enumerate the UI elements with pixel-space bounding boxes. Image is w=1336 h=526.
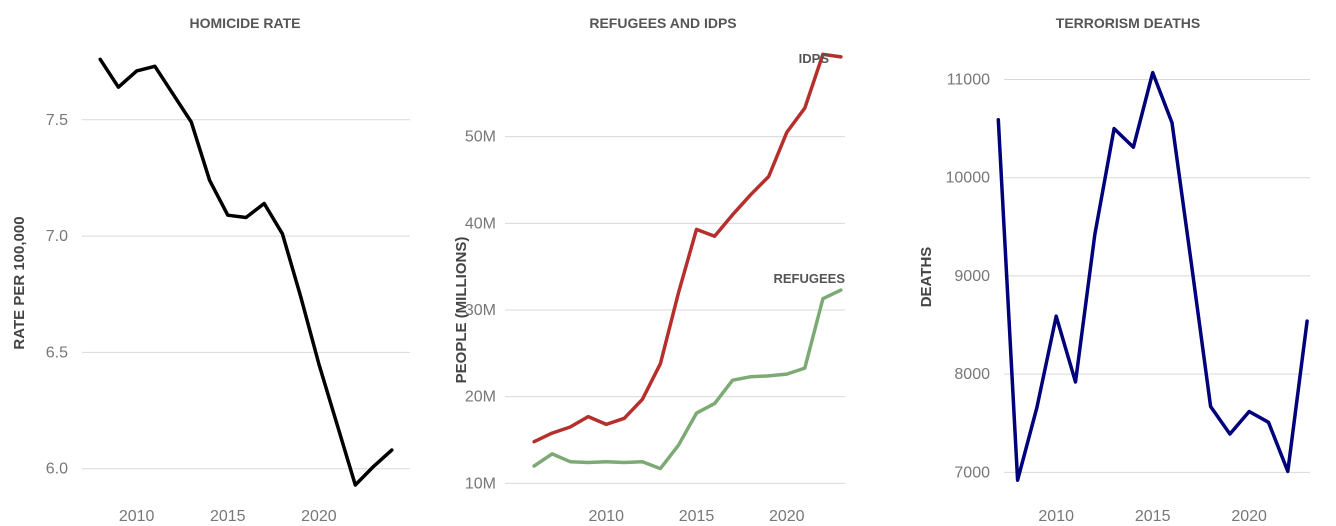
y-tick-labels: 7000 8000 9000 10000 11000	[946, 71, 991, 481]
grid-lines	[1004, 78, 1310, 473]
y-tick-labels: 10M 20M 30M 40M 50M	[465, 129, 496, 493]
chart-title: HOMICIDE RATE	[190, 15, 301, 31]
series-group	[98, 57, 394, 487]
chart-terrorism-deaths: TERRORISM DEATHS DEATHS 7000 8000 9000 1000…	[918, 15, 1310, 525]
y-tick-label: 30M	[465, 302, 496, 319]
series-label-refugees: REFUGEES	[773, 271, 845, 286]
y-tick-label: 40M	[465, 215, 496, 232]
y-tick-label: 50M	[465, 129, 496, 146]
y-tick-label: 10M	[465, 475, 496, 492]
x-tick-label: 2020	[769, 508, 805, 525]
series-line-refugees	[532, 288, 843, 471]
x-tick-labels: 2010 2015 2020	[1038, 508, 1267, 525]
x-tick-labels: 2010 2015 2020	[588, 508, 804, 525]
y-tick-label: 8000	[954, 366, 990, 383]
y-tick-label: 6.0	[46, 461, 68, 478]
x-tick-label: 2010	[1038, 508, 1074, 525]
y-tick-label: 7.0	[46, 228, 68, 245]
y-tick-label: 7.5	[46, 112, 68, 129]
x-tick-label: 2015	[1135, 508, 1171, 525]
y-tick-label: 11000	[947, 71, 990, 88]
x-tick-label: 2010	[119, 508, 155, 525]
x-tick-labels: 2010 2015 2020	[119, 508, 337, 525]
y-tick-label: 9000	[954, 268, 990, 285]
grid-lines	[505, 136, 845, 484]
grid-lines	[82, 119, 410, 470]
chart-title: REFUGEES AND IDPS	[589, 15, 736, 31]
x-tick-label: 2010	[588, 508, 624, 525]
x-tick-label: 2015	[210, 508, 246, 525]
y-tick-label: 10000	[946, 170, 991, 187]
y-tick-label: 7000	[954, 464, 990, 481]
series-line-idps	[532, 52, 843, 444]
y-tick-labels: 6.0 6.5 7.0 7.5	[46, 112, 68, 478]
y-axis-label: DEATHS	[918, 247, 935, 308]
series-line	[996, 70, 1309, 482]
y-axis-label: PEOPLE (MILLIONS)	[453, 237, 470, 384]
chart-homicide-rate: HOMICIDE RATE RATE PER 100,000 6.0 6.5 7.0…	[11, 15, 410, 525]
series-line	[98, 57, 394, 487]
y-axis-label: RATE PER 100,000	[11, 216, 28, 349]
series-group	[532, 52, 843, 471]
series-group	[996, 70, 1309, 482]
chart-title: TERRORISM DEATHS	[1056, 15, 1200, 31]
x-tick-label: 2020	[1231, 508, 1267, 525]
x-tick-label: 2020	[301, 508, 337, 525]
x-tick-label: 2015	[679, 508, 715, 525]
series-label-idps: IDPS	[799, 51, 830, 66]
y-tick-label: 6.5	[46, 344, 68, 361]
chart-refugees-and-idps: REFUGEES AND IDPS PEOPLE (MILLIONS) 10M 2…	[453, 15, 845, 525]
y-tick-label: 20M	[465, 389, 496, 406]
